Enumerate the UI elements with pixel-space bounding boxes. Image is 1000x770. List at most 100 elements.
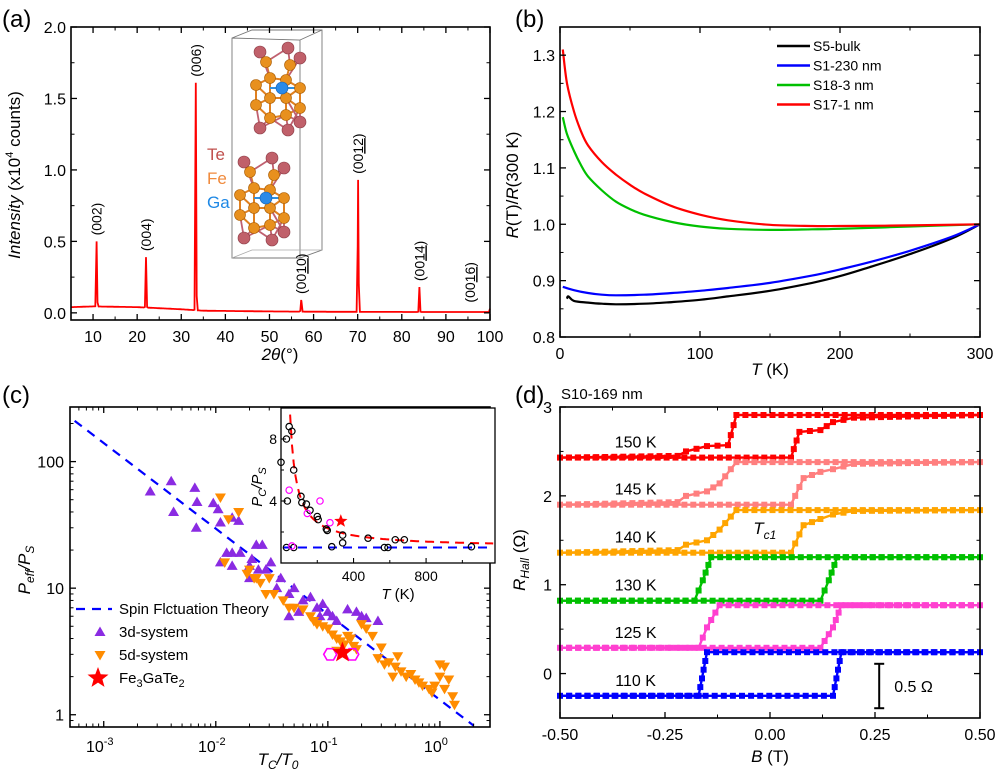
element-label-ga: Ga	[207, 193, 230, 212]
x-tick-label: -0.50	[542, 727, 579, 744]
data-marker	[832, 507, 839, 514]
marker-3d-system	[265, 556, 277, 567]
x-tick-label: 20	[128, 329, 146, 346]
data-marker	[814, 507, 821, 514]
data-marker	[690, 549, 697, 556]
inset-marker-circle	[314, 515, 322, 524]
data-marker	[725, 501, 732, 508]
te-atom	[293, 115, 307, 129]
data-marker	[833, 675, 840, 682]
panel-d: (d) S10-169 nm 150 K 145 K 140 K 130 K 125 K…	[510, 382, 996, 766]
data-marker	[704, 649, 710, 656]
data-marker	[831, 561, 838, 568]
fe-atom	[264, 112, 276, 124]
legend-label: Spin Flctuation Theory	[119, 601, 269, 618]
data-marker	[790, 597, 797, 604]
x-tick-label: -0.25	[647, 727, 684, 744]
data-marker	[817, 644, 824, 651]
inset-marker-circle	[289, 543, 298, 552]
data-marker	[835, 666, 841, 673]
marker-5d-system	[268, 589, 280, 600]
data-marker	[821, 638, 828, 644]
data-marker	[673, 597, 680, 604]
fe-atom	[268, 169, 280, 181]
peak-label: (004)	[138, 218, 154, 251]
marker-5d-system	[233, 507, 245, 518]
data-marker	[851, 508, 857, 514]
data-marker	[806, 602, 813, 609]
fe-atom	[244, 166, 256, 178]
te-atom	[281, 41, 295, 55]
x-tick-label: 0.25	[859, 727, 890, 744]
x-tick-label: 100	[687, 346, 714, 363]
data-marker	[940, 649, 946, 656]
data-marker	[796, 428, 803, 435]
panel-c-inset: 400 800 4 8 T (K) PC/PS	[249, 407, 496, 603]
temperature-label: 125 K	[615, 625, 657, 642]
data-marker	[905, 507, 911, 514]
fe-atom	[234, 189, 246, 201]
data-marker	[638, 692, 645, 699]
data-marker	[784, 692, 791, 699]
data-marker	[959, 412, 965, 419]
data-marker	[637, 501, 643, 508]
data-marker	[708, 501, 714, 508]
data-marker	[914, 507, 920, 514]
marker-3d-system	[317, 598, 329, 608]
inset-marker-circle	[327, 542, 336, 551]
data-marker	[779, 549, 786, 556]
data-marker	[675, 692, 682, 699]
data-marker	[663, 454, 670, 461]
fe-atom	[234, 209, 246, 221]
crystal-structure-inset	[231, 29, 323, 259]
data-marker	[825, 631, 832, 638]
resistance-plot	[561, 49, 981, 306]
marker-5d-system	[378, 660, 390, 670]
data-marker	[708, 554, 715, 561]
legend-label-part: 2	[179, 678, 185, 690]
data-marker	[770, 602, 777, 609]
temperature-label: 140 K	[615, 530, 657, 547]
data-marker	[950, 459, 956, 466]
data-marker	[878, 507, 884, 514]
data-marker	[754, 597, 761, 604]
unit-cell-outline	[231, 29, 323, 259]
data-marker	[619, 644, 626, 651]
peak-label-underlined: 16	[462, 267, 478, 283]
peak-label-part: )	[293, 254, 309, 259]
panel-b-legend: S5-bulk S1-230 nm S18-3 nm S17-1 nm	[777, 38, 881, 113]
marker-3d-system	[144, 486, 156, 496]
inset-x-tick-label: 800	[414, 568, 438, 584]
x-tick-label: 0	[556, 346, 565, 363]
marker-hexagon	[322, 647, 338, 661]
panel-b-xlabel: T (K)	[751, 360, 789, 379]
data-marker	[734, 602, 741, 609]
data-marker	[583, 644, 590, 651]
data-marker	[726, 554, 733, 561]
data-marker	[831, 649, 838, 656]
data-marker	[708, 454, 714, 461]
data-marker	[941, 412, 947, 419]
data-marker	[793, 692, 800, 699]
inset-x-tick-label: 400	[342, 568, 366, 584]
data-marker	[583, 454, 590, 461]
data-marker	[693, 539, 700, 546]
data-marker	[836, 658, 843, 664]
data-marker	[833, 602, 840, 609]
data-marker	[772, 644, 779, 651]
data-marker	[742, 507, 749, 514]
data-marker	[797, 554, 804, 561]
data-marker	[733, 507, 740, 514]
fe-atom	[294, 82, 306, 94]
legend-label-part: 3	[137, 678, 143, 690]
data-marker	[646, 597, 653, 604]
data-marker	[905, 413, 911, 420]
data-marker	[745, 597, 752, 604]
marker-3d-system	[260, 564, 272, 574]
data-marker	[790, 644, 797, 651]
data-marker	[770, 454, 777, 461]
data-marker	[760, 459, 767, 466]
data-marker	[869, 554, 876, 561]
data-marker	[752, 454, 759, 461]
data-marker	[629, 692, 636, 699]
